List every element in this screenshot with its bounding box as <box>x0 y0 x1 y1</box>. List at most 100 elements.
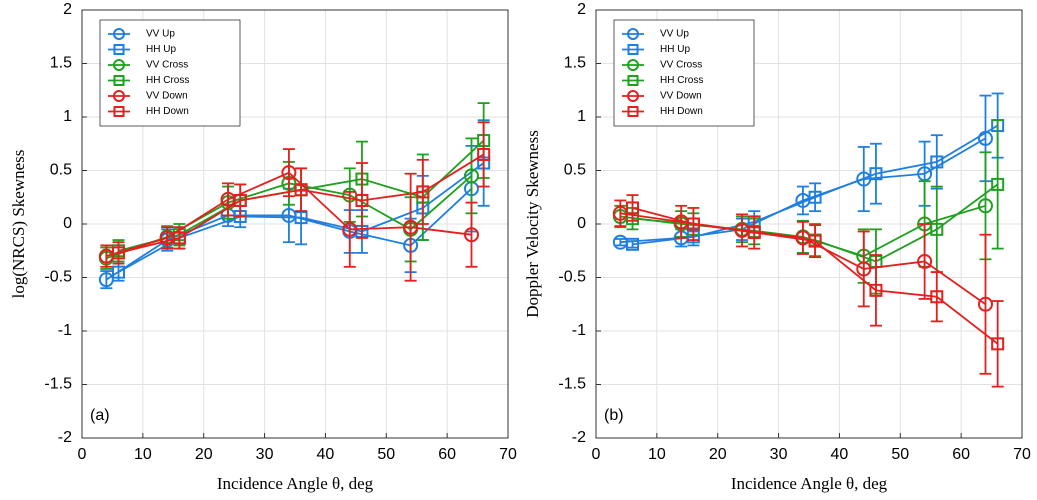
x-tick-label: 30 <box>770 446 788 463</box>
x-tick-label: 0 <box>78 446 87 463</box>
series <box>112 121 490 265</box>
data-point <box>463 227 479 243</box>
y-tick-label: 1 <box>577 108 586 125</box>
legend-label: HH Down <box>146 106 189 117</box>
data-point <box>917 253 933 269</box>
data-point <box>808 234 822 248</box>
legend-label: HH Down <box>660 106 703 117</box>
data-point <box>686 217 700 231</box>
x-tick-label: 0 <box>592 446 601 463</box>
x-tick-label: 50 <box>377 446 395 463</box>
y-tick-label: 2 <box>577 1 586 18</box>
y-tick-label: -2 <box>58 429 72 446</box>
y-tick-label: -2 <box>572 429 586 446</box>
data-point <box>172 231 186 245</box>
data-point <box>98 272 114 288</box>
panel-label: (b) <box>604 407 624 424</box>
legend-label: HH Up <box>660 44 690 55</box>
legend-marker <box>627 59 639 71</box>
x-tick-label: 20 <box>709 446 727 463</box>
legend-marker <box>113 75 125 86</box>
y-tick-label: 0 <box>577 215 586 232</box>
y-tick-label: -1.5 <box>558 376 586 393</box>
panel-label: (a) <box>90 407 110 424</box>
x-tick-label: 30 <box>256 446 274 463</box>
legend-marker <box>113 59 125 71</box>
x-tick-label: 70 <box>1013 446 1031 463</box>
y-tick-label: -0.5 <box>558 269 586 286</box>
legend-marker <box>113 28 125 40</box>
y-tick-label: 0.5 <box>564 162 586 179</box>
y-axis-label: log(NRCS) Skewness <box>9 150 28 299</box>
x-tick-label: 60 <box>438 446 456 463</box>
data-point <box>808 190 822 204</box>
data-point <box>403 219 419 235</box>
legend-marker <box>113 106 125 117</box>
series <box>614 199 992 375</box>
x-tick-label: 10 <box>648 446 666 463</box>
legend-label: VV Down <box>146 91 188 102</box>
data-point <box>930 222 944 236</box>
legend-marker <box>113 44 125 55</box>
data-point <box>626 201 640 215</box>
x-tick-label: 40 <box>317 446 335 463</box>
y-tick-label: 0 <box>63 215 72 232</box>
data-point <box>856 261 872 277</box>
legend-marker <box>627 44 639 55</box>
data-point <box>477 147 491 161</box>
legend-marker <box>627 106 639 117</box>
data-point <box>281 165 297 181</box>
legend-label: VV Cross <box>660 60 702 71</box>
legend-marker <box>627 75 639 86</box>
legend-label: VV Up <box>660 29 689 40</box>
data-point <box>977 296 993 312</box>
x-tick-label: 10 <box>134 446 152 463</box>
y-tick-label: 1.5 <box>564 55 586 72</box>
x-tick-label: 70 <box>499 446 517 463</box>
legend-label: HH Up <box>146 44 176 55</box>
data-point <box>747 226 761 240</box>
legend-label: HH Cross <box>146 75 189 86</box>
legend: VV Up HH Up VV Cross HH Cross VV Down HH Down <box>99 19 241 127</box>
series <box>626 194 1004 388</box>
y-tick-label: 1.5 <box>50 55 72 72</box>
legend-marker <box>627 90 639 102</box>
x-axis-label: Incidence Angle θ, deg <box>217 474 374 493</box>
data-point <box>355 193 369 207</box>
legend-label: VV Up <box>146 29 175 40</box>
data-point <box>294 211 308 225</box>
data-point <box>626 237 640 251</box>
y-tick-label: 1 <box>63 108 72 125</box>
data-point <box>917 166 933 182</box>
x-tick-label: 60 <box>952 446 970 463</box>
data-point <box>342 221 358 237</box>
data-point <box>294 183 308 197</box>
legend-label: VV Cross <box>146 60 188 71</box>
data-point <box>869 283 883 297</box>
y-axis-label: Doppler Velocity Skewness <box>523 130 542 318</box>
y-tick-label: 2 <box>63 1 72 18</box>
data-point <box>233 193 247 207</box>
data-point <box>930 290 944 304</box>
x-axis-label: Incidence Angle θ, deg <box>731 474 888 493</box>
data-point <box>977 198 993 214</box>
y-tick-label: 0.5 <box>50 162 72 179</box>
data-point <box>869 167 883 181</box>
data-point <box>463 168 479 184</box>
x-tick-label: 40 <box>831 446 849 463</box>
legend-marker <box>627 28 639 40</box>
y-tick-label: -1.5 <box>44 376 72 393</box>
x-tick-label: 50 <box>891 446 909 463</box>
legend-label: VV Down <box>660 91 702 102</box>
data-point <box>112 246 126 260</box>
legend-label: HH Cross <box>660 75 703 86</box>
series <box>100 148 478 282</box>
y-tick-label: -0.5 <box>44 269 72 286</box>
legend-marker <box>113 90 125 102</box>
y-tick-label: -1 <box>58 322 72 339</box>
legend: VV Up HH Up VV Cross HH Cross VV Down HH Down <box>613 19 755 127</box>
data-point <box>991 177 1005 191</box>
x-tick-label: 20 <box>195 446 213 463</box>
data-point <box>112 265 126 279</box>
